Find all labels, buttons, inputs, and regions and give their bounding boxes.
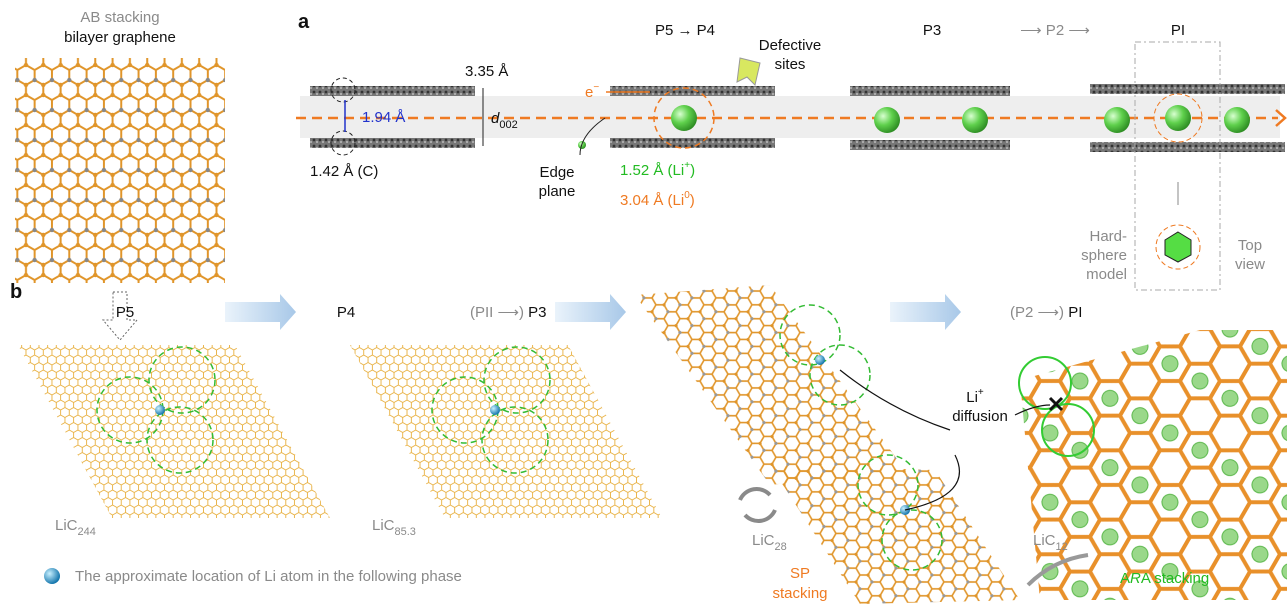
li-location [155, 405, 165, 415]
line: view [1235, 256, 1265, 273]
prefix: (PII ⟶) [470, 304, 528, 321]
left-subtitle: bilayer graphene [64, 29, 176, 46]
formula: LiC [55, 517, 78, 534]
panel-label: a [298, 11, 310, 33]
phase-label: ⟶ P2 ⟶ [1020, 22, 1090, 39]
lattice-p3-top [635, 285, 905, 485]
rotate-icon [740, 489, 775, 521]
formula: LiC [372, 517, 395, 534]
phase-label: P5 [116, 304, 134, 321]
legend-icon [44, 568, 60, 584]
rest: A stacking [1141, 570, 1209, 587]
subscript: 244 [78, 526, 96, 538]
text: ) [690, 192, 695, 209]
compound: LiC28 [752, 532, 787, 553]
subscript: 28 [775, 541, 787, 553]
li-atom-label: 3.04 Å (Li0) [620, 190, 695, 209]
formula: LiC [752, 532, 775, 549]
hard-sphere-label: Hard-sphere model [1081, 228, 1127, 283]
graphene-lattice [15, 58, 225, 283]
figure: AB stacking bilayer graphene a P5 → P4 P… [0, 0, 1287, 604]
li-location [490, 405, 500, 415]
prefix: (P2 ⟶) [1010, 304, 1068, 321]
defect-label: Defective sites [759, 37, 822, 73]
phase-label: (PII ⟶) P3 [470, 304, 547, 321]
phase-label: P4 [337, 304, 355, 321]
sp-label: SP stacking [772, 565, 827, 602]
a: A [1120, 570, 1130, 587]
line: Defective [759, 37, 822, 54]
li: Li [966, 389, 978, 406]
text: 1.52 Å (Li [620, 162, 684, 179]
edge-label: Edge plane [539, 164, 576, 200]
phase-label: P5 → P4 [655, 22, 715, 39]
lattice-p4 [350, 345, 662, 518]
defect-arrow [737, 58, 760, 85]
distance-label: 1.94 Å [362, 109, 405, 126]
line: Edge [539, 164, 574, 181]
legend-text: The approximate location of Li atom in t… [75, 568, 462, 585]
line: Hard- [1089, 228, 1127, 245]
text: ) [690, 162, 695, 179]
top-view-label: Top view [1235, 237, 1265, 273]
top-view-atom [1165, 232, 1191, 262]
formula: LiC [1033, 532, 1056, 549]
compound: LiC244 [55, 517, 96, 538]
phase: P3 [528, 304, 546, 321]
superscript: − [593, 82, 599, 93]
ara-label: ARA stacking [1120, 570, 1209, 587]
li-location [815, 355, 825, 365]
phase-label: P3 [923, 22, 941, 39]
phase-label: (P2 ⟶) PI [1010, 304, 1082, 321]
r: R [1130, 570, 1141, 587]
panel-label: b [10, 281, 22, 303]
process-arrows [225, 294, 961, 330]
line: stacking [772, 585, 827, 602]
text: 3.04 Å (Li [620, 192, 684, 209]
e: e [585, 84, 593, 101]
subscript: 12 [1056, 541, 1068, 553]
line: sites [775, 56, 806, 73]
line: Top [1238, 237, 1262, 254]
left-title: AB stacking [80, 9, 159, 26]
li-ion-label: 1.52 Å (Li+) [620, 160, 695, 179]
phase: PI [1068, 304, 1082, 321]
superscript: + [978, 387, 984, 398]
subscript: 002 [499, 119, 517, 131]
phase-label: PI [1171, 22, 1185, 39]
line: diffusion [952, 408, 1008, 425]
line: model [1086, 266, 1127, 283]
line: sphere [1081, 247, 1127, 264]
lattice-p3-bottom [770, 465, 1020, 604]
lattice-p5 [18, 345, 330, 518]
compound: LiC85.3 [372, 517, 416, 538]
lattice-pi [1020, 330, 1287, 600]
carbon-label: 1.42 Å (C) [310, 163, 378, 180]
interlayer-label: 3.35 Å [465, 63, 508, 80]
line: SP [790, 565, 810, 582]
subscript: 85.3 [395, 526, 416, 538]
line: plane [539, 183, 576, 200]
diffusion-label: Li+ diffusion [952, 387, 1008, 425]
